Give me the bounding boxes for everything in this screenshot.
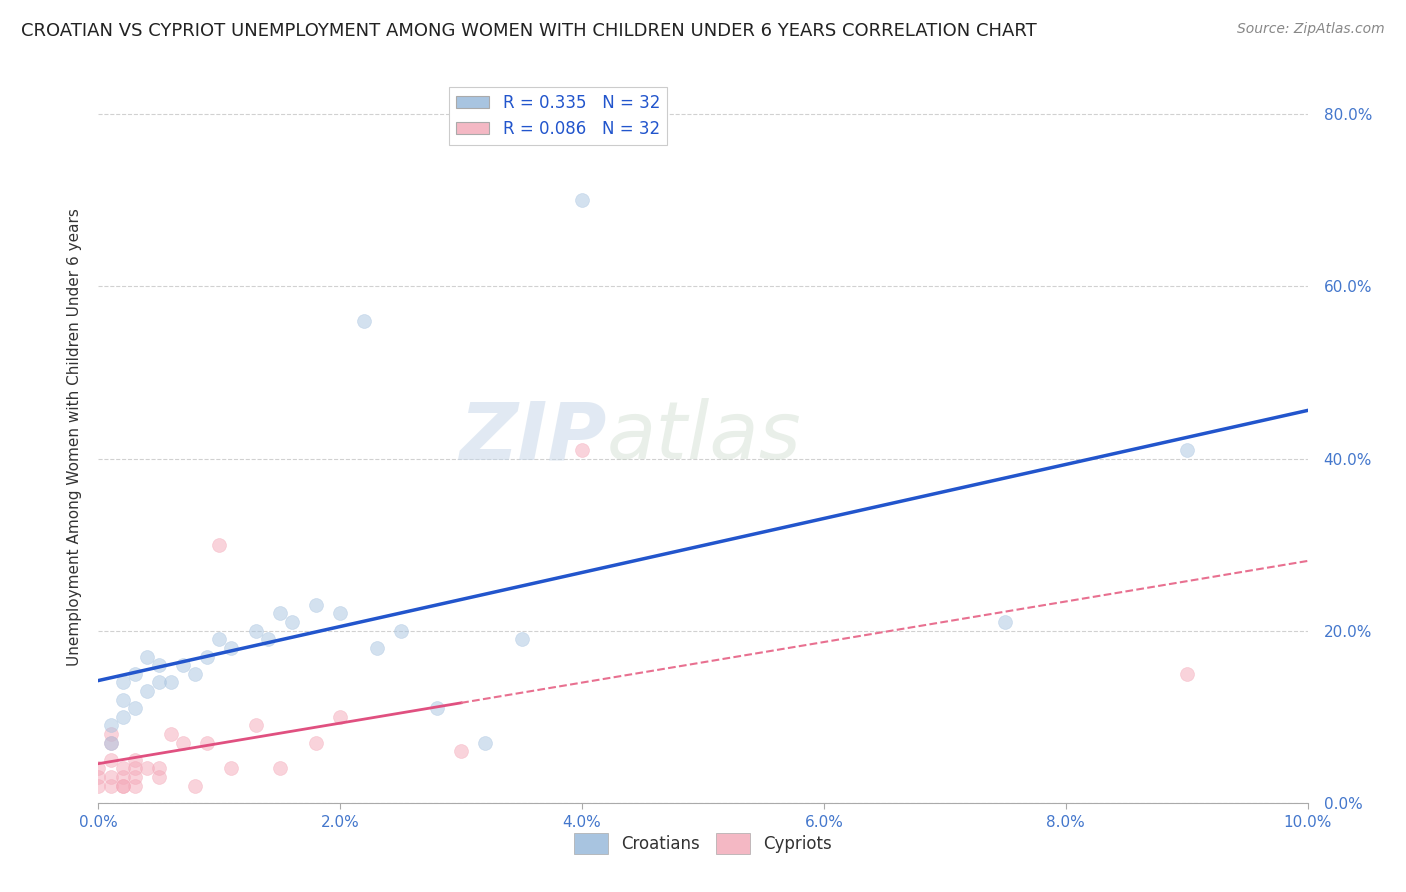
Point — [329, 607, 352, 621]
Text: CROATIAN VS CYPRIOT UNEMPLOYMENT AMONG WOMEN WITH CHILDREN UNDER 6 YEARS CORRELA: CROATIAN VS CYPRIOT UNEMPLOYMENT AMONG W… — [21, 22, 1036, 40]
Point — [124, 779, 146, 793]
Point — [100, 770, 122, 784]
Point — [1175, 442, 1198, 457]
Point — [100, 735, 122, 749]
Point — [100, 735, 122, 749]
Point — [100, 753, 122, 767]
Point — [124, 761, 146, 775]
Point — [366, 640, 388, 655]
Point — [160, 675, 183, 690]
Text: Source: ZipAtlas.com: Source: ZipAtlas.com — [1237, 22, 1385, 37]
Point — [148, 770, 170, 784]
Point — [450, 744, 472, 758]
Point — [195, 649, 218, 664]
Point — [87, 761, 110, 775]
Point — [245, 624, 267, 638]
Point — [353, 314, 375, 328]
Point — [111, 770, 134, 784]
Point — [221, 640, 243, 655]
Legend: Croatians, Cypriots: Croatians, Cypriots — [568, 827, 838, 860]
Point — [111, 779, 134, 793]
Point — [135, 761, 157, 775]
Y-axis label: Unemployment Among Women with Children Under 6 years: Unemployment Among Women with Children U… — [66, 208, 82, 666]
Point — [269, 607, 291, 621]
Point — [111, 710, 134, 724]
Point — [281, 615, 304, 629]
Point — [148, 675, 170, 690]
Point — [269, 761, 291, 775]
Point — [994, 615, 1017, 629]
Point — [172, 735, 194, 749]
Point — [195, 735, 218, 749]
Point — [221, 761, 243, 775]
Point — [571, 442, 593, 457]
Point — [124, 770, 146, 784]
Point — [1175, 666, 1198, 681]
Point — [389, 624, 412, 638]
Text: ZIP: ZIP — [458, 398, 606, 476]
Point — [111, 779, 134, 793]
Point — [100, 727, 122, 741]
Point — [87, 779, 110, 793]
Point — [124, 753, 146, 767]
Point — [124, 666, 146, 681]
Point — [184, 666, 207, 681]
Point — [571, 194, 593, 208]
Point — [148, 658, 170, 673]
Point — [148, 761, 170, 775]
Point — [184, 779, 207, 793]
Point — [135, 684, 157, 698]
Point — [256, 632, 278, 647]
Point — [208, 538, 231, 552]
Point — [87, 770, 110, 784]
Point — [510, 632, 533, 647]
Point — [208, 632, 231, 647]
Point — [172, 658, 194, 673]
Point — [305, 735, 328, 749]
Point — [135, 649, 157, 664]
Point — [474, 735, 496, 749]
Text: atlas: atlas — [606, 398, 801, 476]
Point — [160, 727, 183, 741]
Point — [111, 761, 134, 775]
Point — [426, 701, 449, 715]
Point — [111, 675, 134, 690]
Point — [124, 701, 146, 715]
Point — [111, 692, 134, 706]
Point — [305, 598, 328, 612]
Point — [100, 779, 122, 793]
Point — [329, 710, 352, 724]
Point — [245, 718, 267, 732]
Point — [100, 718, 122, 732]
